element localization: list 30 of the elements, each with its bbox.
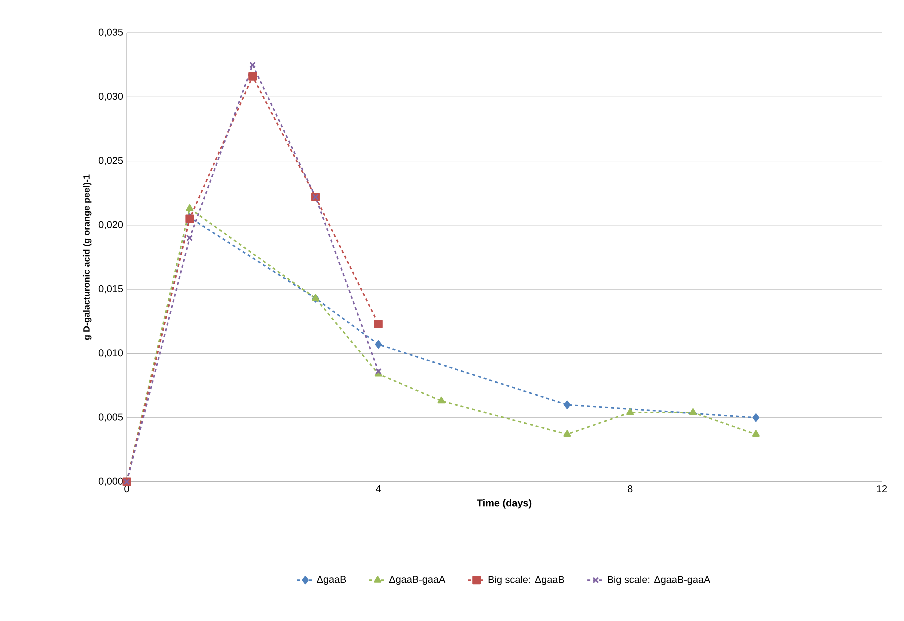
legend-label: Big scale: ΔgaaB xyxy=(488,576,564,586)
y-axis-title: g D-galacturonic acid (g orange peel)-1 xyxy=(83,174,92,340)
point xyxy=(438,396,446,404)
y-tick-label: 0,020 xyxy=(98,221,124,230)
y-tick-label: 0,035 xyxy=(98,28,124,38)
x-axis-title: Time (days) xyxy=(477,499,532,509)
x-tick-label: 12 xyxy=(877,486,888,492)
point xyxy=(564,400,571,410)
y-tick-label: 0,015 xyxy=(98,285,124,294)
point xyxy=(564,430,572,438)
point xyxy=(375,340,382,349)
y-tick-label: 0,000 xyxy=(98,478,124,486)
legend-label: ΔgaaB xyxy=(317,576,346,586)
y-tick-label: 0,010 xyxy=(98,350,124,358)
point xyxy=(186,204,194,212)
point xyxy=(626,408,634,416)
x-tick-label: 8 xyxy=(628,486,633,493)
legend-label: Big scale: ΔgaaB-gaaA xyxy=(608,576,711,586)
point xyxy=(374,320,383,328)
point xyxy=(752,430,760,438)
y-tick-label: 0,030 xyxy=(98,93,124,102)
point xyxy=(186,235,194,242)
point xyxy=(248,72,258,81)
y-tick-label: 0,025 xyxy=(98,157,124,166)
point xyxy=(250,62,256,68)
point xyxy=(752,414,760,422)
x-tick-label: 4 xyxy=(376,486,382,492)
y-tick-label: 0,005 xyxy=(98,414,124,422)
legend-label: ΔgaaB-gaaA xyxy=(389,576,446,586)
point xyxy=(689,408,698,416)
